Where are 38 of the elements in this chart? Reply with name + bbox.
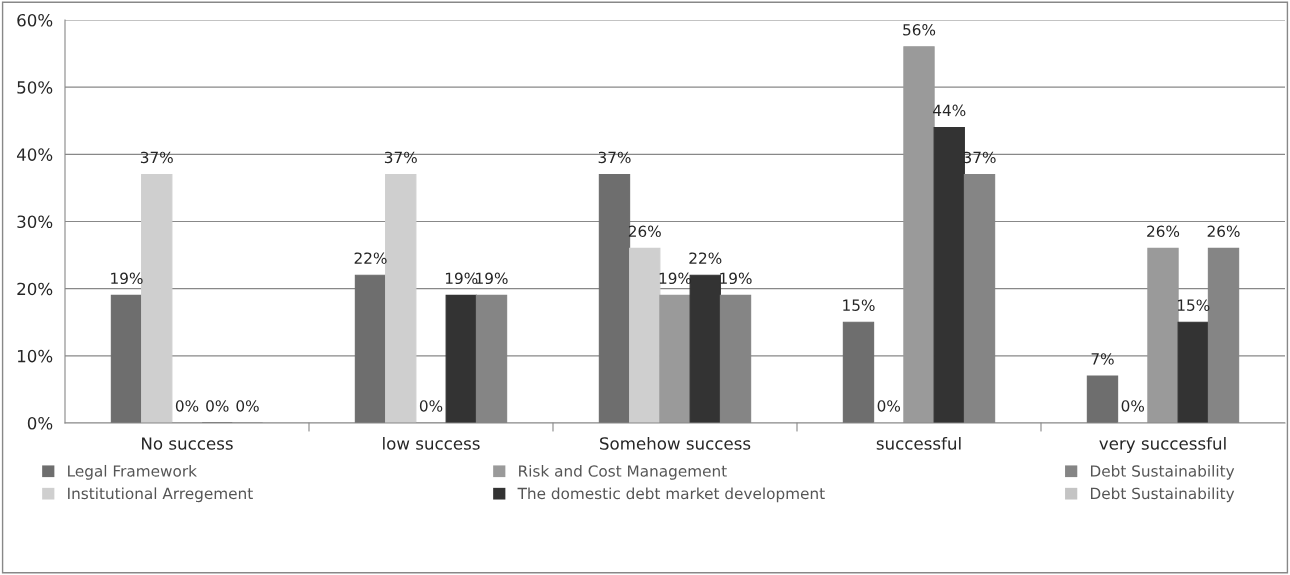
data-label: 56% <box>903 24 936 36</box>
data-label: 0% <box>236 400 259 412</box>
legend-label: Legal Framework <box>68 464 197 480</box>
x-tick-label: No success <box>142 437 233 450</box>
data-label: 37% <box>598 151 631 164</box>
y-tick-label: 20% <box>17 282 53 296</box>
x-tick-label: low success <box>383 436 480 450</box>
x-tick-label: successful <box>876 436 961 450</box>
y-tick-label: 40% <box>16 148 53 161</box>
data-label: 19% <box>476 272 508 285</box>
data-label: 0% <box>175 400 199 412</box>
x-tick-label: very successful <box>1099 436 1226 454</box>
y-tick-label: 30% <box>17 215 53 229</box>
data-label: 37% <box>140 151 173 164</box>
data-label: 22% <box>354 252 387 264</box>
data-label: 19% <box>111 272 143 285</box>
data-label: 0% <box>877 400 901 412</box>
data-label: 37% <box>384 151 417 164</box>
y-tick-label: 60% <box>17 13 53 27</box>
legend-label: Debt Sustainability <box>1091 464 1235 480</box>
data-label: 26% <box>1207 225 1240 238</box>
legend-label: Institutional Arregement <box>68 487 253 503</box>
data-label: 7% <box>1091 353 1114 365</box>
y-tick-label: 0% <box>27 416 53 430</box>
legend-label: Risk and Cost Management <box>519 464 727 480</box>
y-tick-label: 10% <box>17 349 53 363</box>
data-label: 0% <box>419 400 443 412</box>
data-label: 26% <box>1147 225 1180 238</box>
data-label: 15% <box>843 299 875 311</box>
data-label: 0% <box>1121 400 1145 412</box>
y-tick-label: 50% <box>17 81 53 94</box>
legend-label: Debt Sustainability <box>1091 487 1235 503</box>
data-label: 22% <box>689 252 722 264</box>
data-label: 0% <box>206 400 229 412</box>
legend-label: The domestic debt market development <box>517 487 825 503</box>
data-label: 44% <box>933 104 966 117</box>
data-label: 19% <box>445 272 478 285</box>
x-tick-label: Somehow success <box>600 436 751 450</box>
